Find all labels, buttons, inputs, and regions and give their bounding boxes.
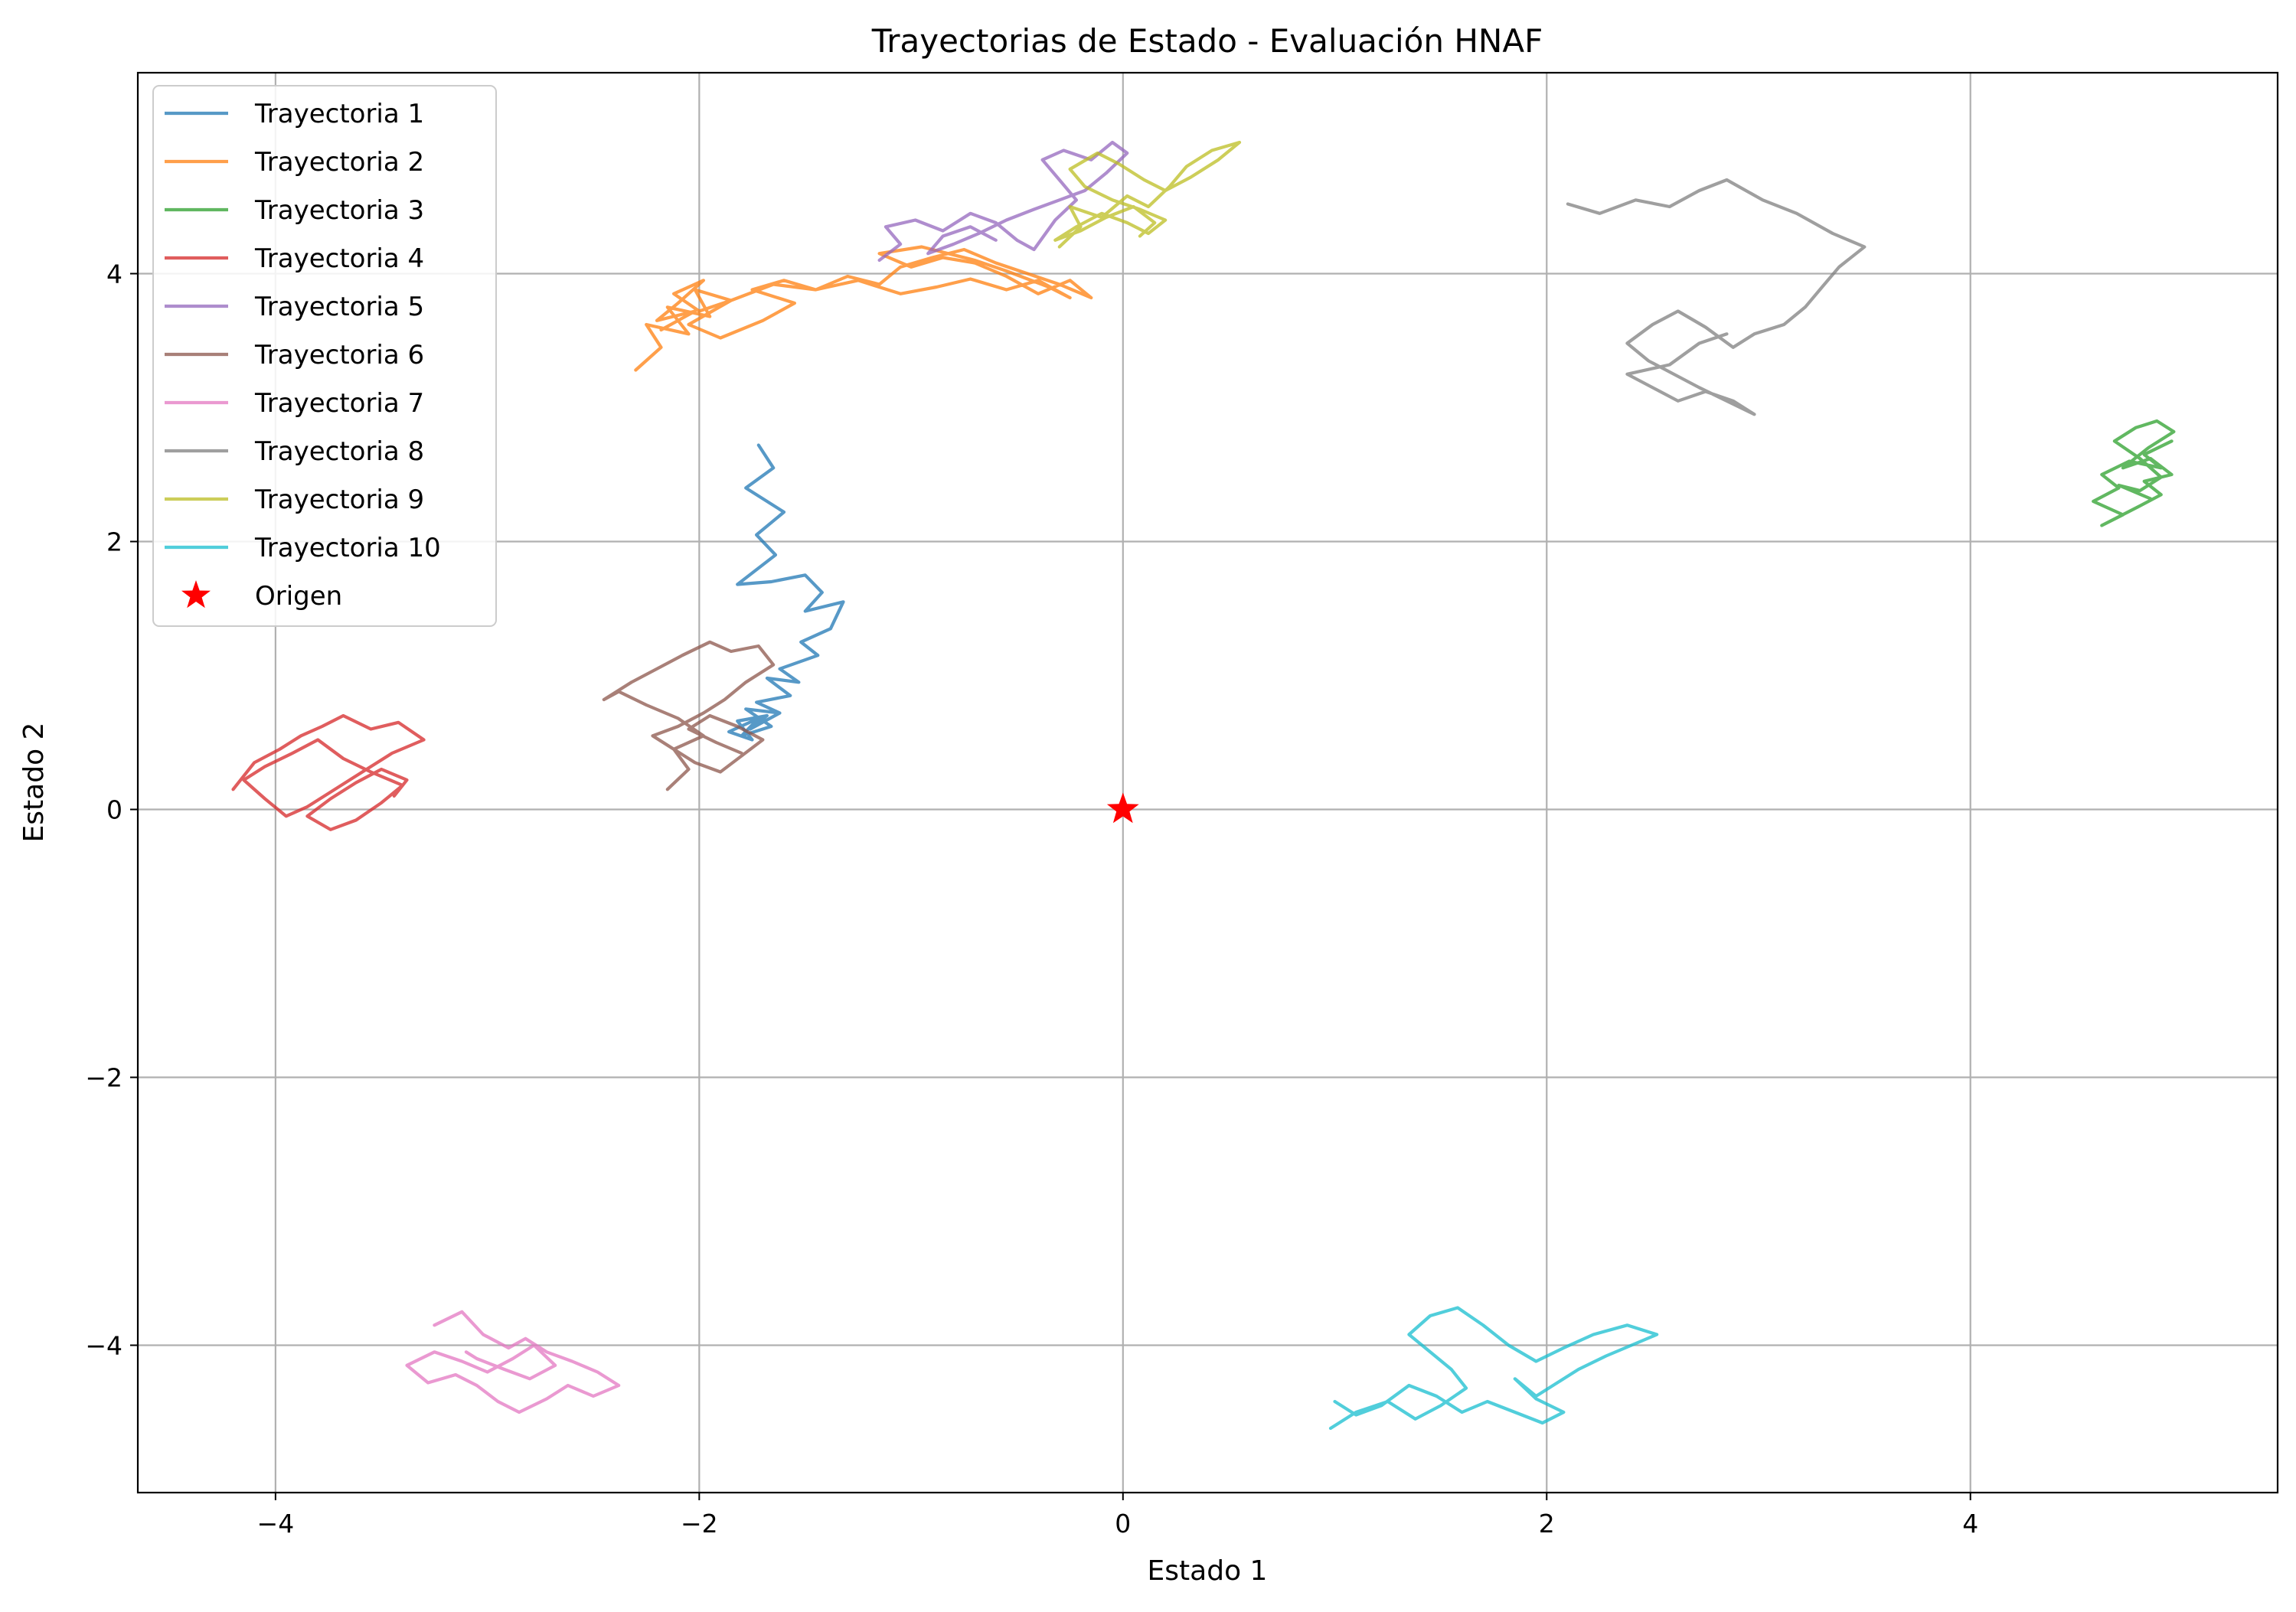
trajectory-7-line (405, 1310, 621, 1415)
y-tick-label: 0 (106, 795, 122, 825)
trajectory-8-line (1566, 178, 1867, 416)
marker-layer (1106, 792, 1139, 824)
legend-label: Trayectoria 10 (254, 533, 441, 563)
x-tick-label: −2 (681, 1509, 718, 1539)
origin-star-marker (1106, 792, 1139, 824)
series-layer (231, 140, 2176, 1431)
chart-title: Trayectorias de Estado - Evaluación HNAF (871, 22, 1543, 60)
trajectory-4-line (231, 713, 426, 831)
x-axis-label: Estado 1 (1148, 1555, 1268, 1587)
legend-box (152, 85, 497, 627)
legend-label: Trayectoria 7 (254, 388, 424, 419)
trajectory-5-line (877, 140, 1129, 263)
legend-label: Trayectoria 2 (254, 147, 424, 178)
trajectory-2-line (634, 245, 1093, 372)
trajectory-10-line (1328, 1306, 1659, 1431)
y-tick-label: 4 (106, 259, 122, 289)
x-tick-label: −4 (257, 1509, 295, 1539)
legend-label: Trayectoria 6 (254, 340, 424, 370)
trajectory-9-line (1053, 140, 1242, 249)
trajectory-1-line (727, 443, 845, 742)
legend-label: Origen (255, 581, 342, 612)
trajectory-3-line (2092, 419, 2176, 527)
x-tick-label: 4 (1962, 1509, 1978, 1539)
y-tick-label: −2 (85, 1063, 122, 1093)
y-axis-label: Estado 2 (18, 723, 50, 843)
legend-star-icon (181, 580, 211, 609)
legend-label: Trayectoria 3 (254, 195, 424, 226)
y-tick-label: 2 (106, 527, 122, 557)
legend-label: Trayectoria 8 (254, 436, 424, 467)
legend: Trayectoria 1 Trayectoria 2 Trayectoria 3 T… (152, 85, 497, 627)
y-tick-label: −4 (85, 1331, 122, 1361)
legend-label: Trayectoria 1 (254, 99, 424, 129)
tick-layer: −4 −2 0 2 4 −4 −2 0 2 4 (85, 259, 1978, 1539)
x-tick-label: 0 (1115, 1509, 1131, 1539)
x-tick-label: 2 (1539, 1509, 1555, 1539)
legend-label: Trayectoria 4 (254, 243, 424, 274)
legend-label: Trayectoria 9 (254, 485, 424, 515)
legend-label: Trayectoria 5 (254, 292, 424, 322)
plot-frame (136, 71, 2279, 1494)
legend-items: Trayectoria 1 Trayectoria 2 Trayectoria 3 T… (165, 99, 441, 612)
trajectory-6-line (602, 640, 776, 791)
